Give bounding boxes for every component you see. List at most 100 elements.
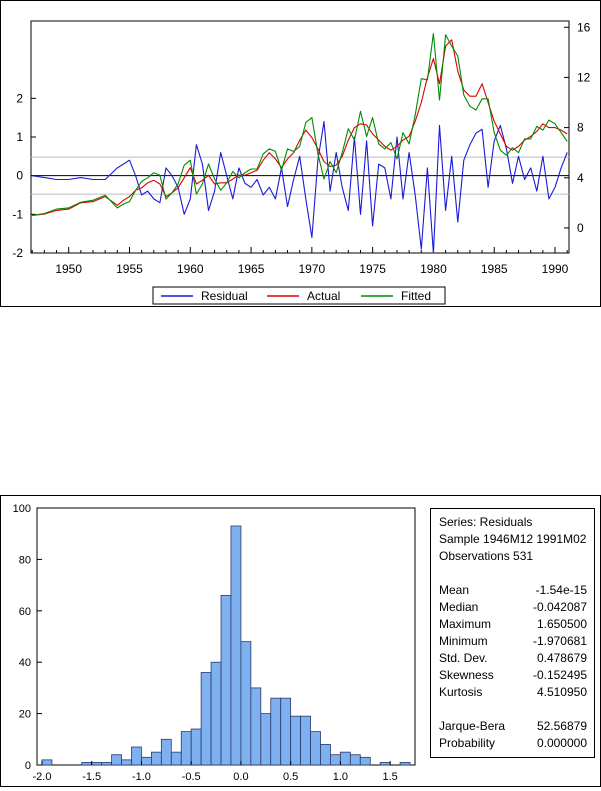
histogram-bar [141, 756, 152, 766]
right-axis-tick-label: 4 [577, 171, 584, 185]
histogram-bar [339, 751, 351, 766]
histogram-bar [101, 762, 113, 766]
hist-y-tick-label: 60 [19, 606, 31, 618]
histogram-bar [230, 525, 242, 766]
x-axis-tick-label: 1955 [116, 262, 143, 276]
series-line-residual [32, 120, 568, 254]
stats-spacer [439, 565, 594, 582]
histogram-bar [280, 697, 292, 766]
stats-value: 1.650500 [536, 617, 587, 631]
stats-value: 4.510950 [536, 685, 587, 699]
legend-label-actual: Actual [307, 289, 340, 303]
stats-value: -0.152495 [532, 668, 587, 682]
stats-label: Kurtosis [439, 685, 483, 699]
left-axis-tick-label: 2 [16, 91, 23, 105]
x-axis-tick-label: 1970 [299, 262, 326, 276]
stats-row-median: Median -0.042087 [439, 599, 594, 616]
histogram-bar [250, 687, 262, 766]
left-axis-tick-label: 0 [16, 169, 23, 183]
histogram-bar [349, 754, 361, 766]
histogram-bar [41, 759, 53, 766]
histogram-bar [260, 713, 272, 766]
histogram-bar [300, 715, 311, 766]
x-axis-tick-label: 1980 [420, 262, 447, 276]
plot-area [30, 20, 570, 254]
stats-label: Probability [439, 736, 496, 750]
stats-value: 52.56879 [536, 719, 587, 733]
histogram-bar [320, 744, 331, 766]
right-axis-tick-label: 0 [577, 221, 584, 235]
x-axis-tick-label: 1965 [238, 262, 265, 276]
legend-label-residual: Residual [201, 289, 248, 303]
histogram-bar [150, 751, 162, 766]
histogram-bar [160, 738, 172, 766]
hist-y-tick-label: 80 [19, 554, 31, 566]
stats-value: -1.970681 [532, 634, 587, 648]
stats-label: Mean [439, 583, 470, 597]
hist-x-tick-label: 1.5 [382, 771, 397, 783]
histogram-bar [200, 672, 212, 766]
hist-x-tick-label: 0.5 [283, 771, 298, 783]
stats-row-maximum: Maximum 1.650500 [439, 616, 594, 633]
stats-sample-label: Sample 1946M12 1991M02 [439, 532, 587, 546]
left-axis-tick-label: 1 [16, 130, 23, 144]
hist-x-tick-label: -0.5 [182, 771, 201, 783]
histogram-bar [91, 762, 103, 766]
stats-label: Skewness [439, 668, 494, 682]
stats-row-probability: Probability 0.000000 [439, 735, 594, 752]
histogram-bar [290, 715, 302, 766]
legend: Residual Actual Fitted [152, 286, 446, 305]
series-line-actual [32, 39, 568, 216]
stats-spacer [439, 701, 594, 718]
stats-label: Jarque-Bera [439, 719, 506, 733]
histogram-bar [180, 731, 192, 766]
histogram-bar [220, 594, 232, 766]
right-axis-tick-label: 12 [577, 70, 591, 84]
stats-row-kurtosis: Kurtosis 4.510950 [439, 684, 594, 701]
stats-row-skewness: Skewness -0.152495 [439, 667, 594, 684]
hist-x-tick-label: -2.0 [32, 771, 51, 783]
hist-y-tick-label: 100 [13, 503, 31, 515]
right-axis-tick-label: 16 [577, 20, 591, 34]
x-axis-tick-label: 1975 [359, 262, 386, 276]
stats-value: 0.478679 [536, 651, 587, 665]
histogram-bar [170, 751, 182, 766]
hist-x-tick-label: 0.0 [233, 771, 248, 783]
hist-x-tick-label: 1.0 [333, 771, 348, 783]
stats-value: 0.000000 [536, 736, 587, 750]
stats-value: -1.54e-15 [535, 583, 587, 597]
histogram-bar [190, 728, 202, 766]
stats-value: -0.042087 [532, 600, 587, 614]
hist-y-tick-label: 0 [25, 760, 31, 772]
x-axis-tick-label: 1985 [481, 262, 508, 276]
stats-row-jarque-bera: Jarque-Bera 52.56879 [439, 718, 594, 735]
series-line-fitted [32, 32, 568, 216]
histogram-bar [330, 754, 341, 766]
stats-series-label: Series: Residuals [439, 515, 533, 529]
legend-label-fitted: Fitted [401, 289, 431, 303]
histogram-bar [121, 759, 132, 766]
stats-row-mean: Mean -1.54e-15 [439, 582, 594, 599]
histogram-bar [210, 661, 222, 766]
histogram-bar [399, 762, 411, 766]
stats-row-std-dev: Std. Dev. 0.478679 [439, 650, 594, 667]
histogram-bar [111, 754, 122, 766]
x-axis-tick-label: 1960 [177, 262, 204, 276]
stats-observations-label: Observations 531 [439, 549, 534, 563]
stats-row-minimum: Minimum -1.970681 [439, 633, 594, 650]
x-axis-tick-label: 1950 [55, 262, 82, 276]
histogram-bar [270, 697, 282, 766]
histogram-bar [379, 762, 391, 766]
left-axis-tick-label: -1 [12, 207, 23, 221]
histogram-bar [131, 746, 142, 766]
x-axis-tick-label: 1990 [542, 262, 569, 276]
hist-y-tick-label: 40 [19, 657, 31, 669]
hist-x-tick-label: -1.0 [132, 771, 151, 783]
hist-y-tick-label: 20 [19, 709, 31, 721]
histogram-bar [81, 762, 93, 766]
histogram-bar [310, 731, 321, 766]
residual-histogram-chart: 0 20 40 60 80 100 -2.0 -1.5 -1.0 -0.5 0.0 0.5 1.0 1.5 [13, 503, 416, 783]
stats-label: Median [439, 600, 479, 614]
histogram-bar [359, 756, 371, 766]
